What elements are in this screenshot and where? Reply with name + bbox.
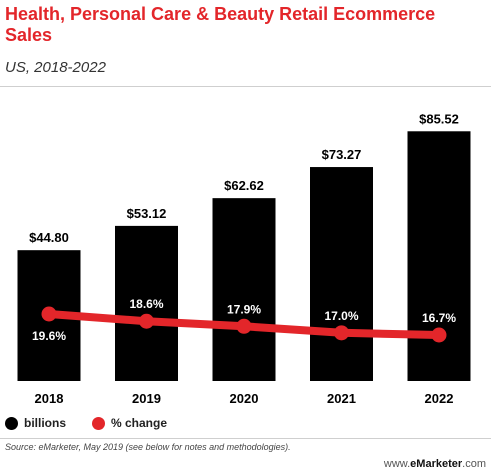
chart-area: $44.80 2018 $53.12 2019 $62.62 2020 $73.27 2021… xyxy=(17,111,471,406)
change-value-label-2018: 19.6% xyxy=(32,329,66,343)
x-tick-label-2020: 2020 xyxy=(230,391,259,406)
bar-2022 xyxy=(407,131,471,381)
change-value-label-2022: 16.7% xyxy=(422,311,456,325)
legend-billions-label: billions xyxy=(24,416,66,430)
legend-item-billions: billions xyxy=(5,416,66,430)
bar-value-label-2022: $85.52 xyxy=(419,111,459,126)
bar-2021 xyxy=(310,167,373,381)
x-tick-label-2019: 2019 xyxy=(132,391,161,406)
bar-value-label-2021: $73.27 xyxy=(322,147,362,162)
change-point-2020 xyxy=(236,318,252,334)
x-tick-label-2022: 2022 xyxy=(425,391,454,406)
brand-logo: www.eMarketer.com xyxy=(384,458,486,470)
legend-item-change: % change xyxy=(92,416,167,430)
source-note: Source: eMarketer, May 2019 (see below f… xyxy=(5,442,291,452)
change-point-2022 xyxy=(431,327,447,343)
legend-change-swatch-icon xyxy=(92,416,105,430)
bar-value-label-2019: $53.12 xyxy=(127,206,167,221)
top-divider xyxy=(0,86,491,87)
bar-value-label-2018: $44.80 xyxy=(29,230,69,245)
brand-name: eMarketer xyxy=(410,458,463,470)
change-value-label-2021: 17.0% xyxy=(324,309,358,323)
chart-legend: billions % change xyxy=(5,416,193,430)
bar-2019 xyxy=(115,225,178,381)
change-value-label-2020: 17.9% xyxy=(227,302,261,316)
change-point-2021 xyxy=(334,325,349,341)
change-point-2019 xyxy=(139,313,154,329)
bottom-divider xyxy=(0,438,491,439)
change-value-label-2019: 18.6% xyxy=(129,297,163,311)
x-tick-label-2021: 2021 xyxy=(327,391,356,406)
bar-value-label-2020: $62.62 xyxy=(224,178,264,193)
bar-2020 xyxy=(212,198,276,381)
chart-subtitle: US, 2018-2022 xyxy=(5,59,106,76)
brand-suffix: .com xyxy=(462,458,486,470)
x-tick-label-2018: 2018 xyxy=(35,391,64,406)
legend-change-label: % change xyxy=(111,416,168,430)
chart-title: Health, Personal Care & Beauty Retail Ec… xyxy=(5,4,436,45)
legend-billions-swatch-icon xyxy=(5,416,18,430)
brand-prefix: www. xyxy=(383,458,411,470)
change-point-2018 xyxy=(41,306,57,322)
